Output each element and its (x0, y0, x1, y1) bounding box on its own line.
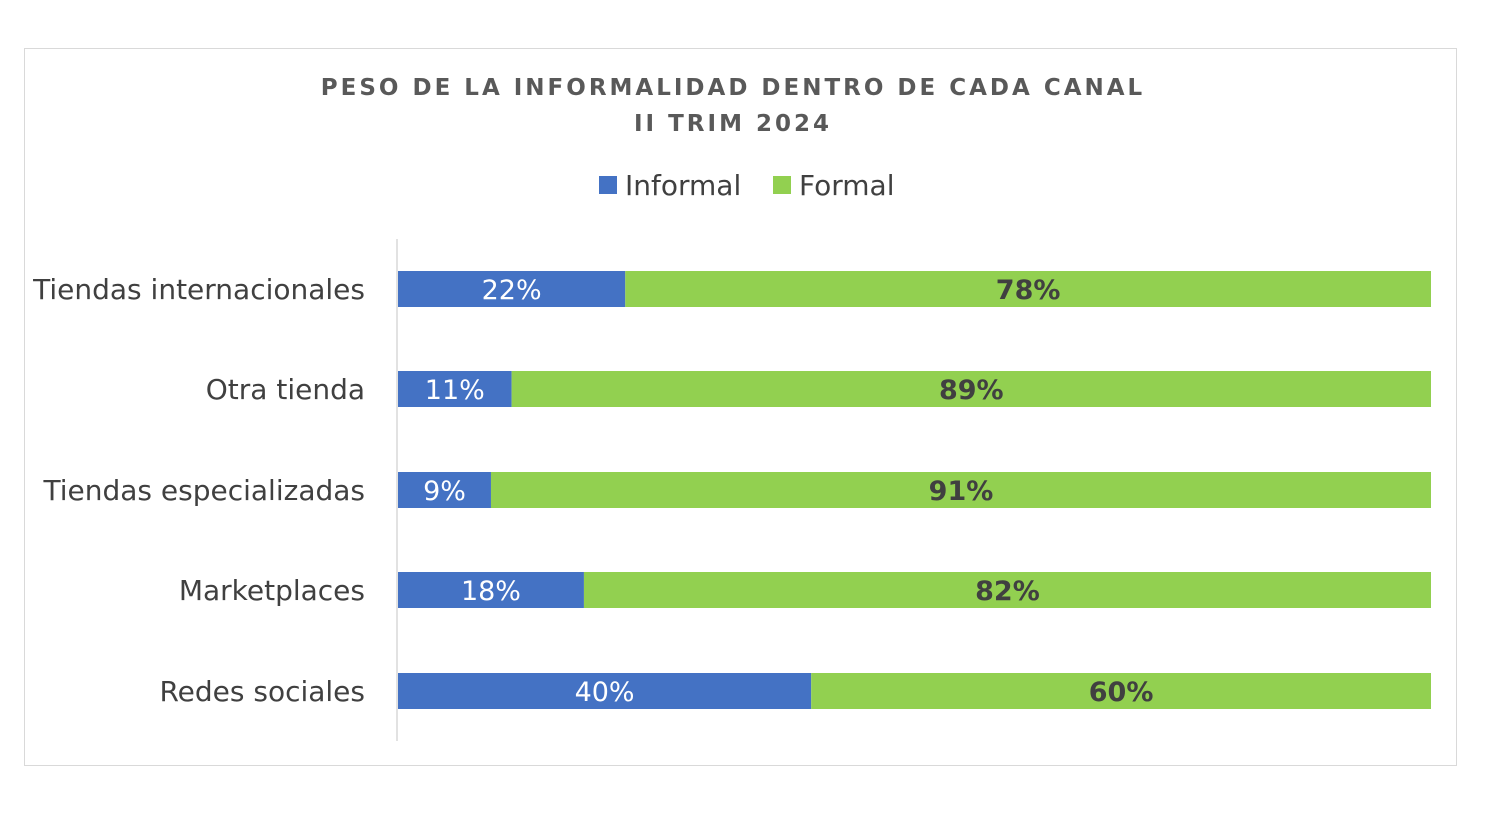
category-label: Redes sociales (159, 675, 365, 708)
bar-formal (511, 371, 1431, 407)
data-label-informal: 9% (423, 476, 466, 507)
category-label: Tiendas internacionales (32, 273, 365, 306)
data-label-formal: 78% (996, 275, 1061, 306)
bar-informal (398, 472, 491, 508)
data-label-formal: 91% (929, 476, 994, 507)
bar-formal (811, 673, 1431, 709)
data-label-formal: 89% (939, 375, 1004, 406)
category-label: Tiendas especializadas (43, 474, 366, 507)
data-label-formal: 82% (975, 576, 1040, 607)
bar-informal (398, 271, 626, 307)
bar-informal (398, 673, 812, 709)
category-label: Otra tienda (206, 373, 365, 406)
bar-formal (583, 572, 1431, 608)
category-label: Marketplaces (179, 574, 365, 607)
legend-swatch-informal (599, 176, 617, 194)
bar-informal (398, 371, 512, 407)
bar-formal (490, 472, 1432, 508)
bars-group: Tiendas internacionales 22% 78% Otra tienda… (32, 271, 1432, 709)
legend: Informal Formal (599, 169, 894, 202)
bar-formal (625, 271, 1431, 307)
data-label-informal: 22% (482, 275, 542, 306)
bar-informal (398, 572, 584, 608)
data-label-informal: 18% (461, 576, 521, 607)
data-label-informal: 40% (575, 677, 635, 708)
legend-label-informal: Informal (625, 169, 741, 202)
chart-subtitle: II TRIM 2024 (634, 111, 832, 137)
chart-title: PESO DE LA INFORMALIDAD DENTRO DE CADA C… (321, 75, 1145, 101)
stacked-bar-chart: PESO DE LA INFORMALIDAD DENTRO DE CADA C… (32, 75, 1432, 741)
chart-frame: PESO DE LA INFORMALIDAD DENTRO DE CADA C… (24, 48, 1457, 766)
legend-swatch-formal (773, 176, 791, 194)
data-label-formal: 60% (1089, 677, 1154, 708)
data-label-informal: 11% (425, 375, 485, 406)
legend-label-formal: Formal (799, 169, 894, 202)
